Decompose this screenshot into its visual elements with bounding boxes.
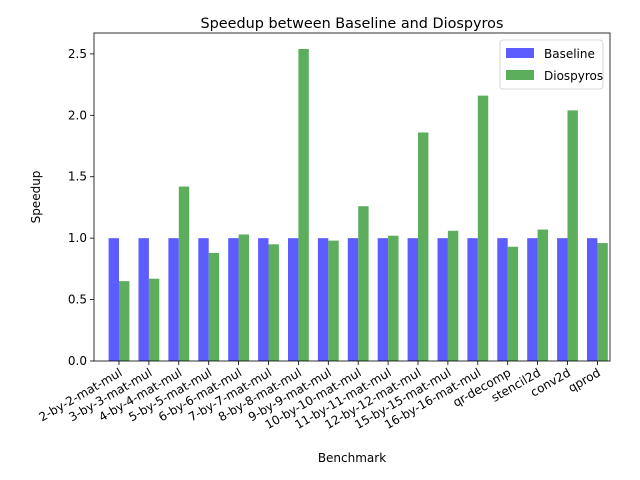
- y-axis-label: Speedup: [29, 171, 43, 224]
- bar-diospyros: [119, 281, 130, 361]
- bar-baseline: [288, 238, 299, 361]
- legend-swatch-baseline: [506, 48, 534, 58]
- bar-baseline: [557, 238, 568, 361]
- y-tick-label: 2.5: [68, 47, 87, 61]
- bar-diospyros: [298, 48, 309, 361]
- bar-baseline: [228, 238, 239, 361]
- bar-baseline: [497, 238, 508, 361]
- bar-diospyros: [477, 95, 489, 362]
- bar-baseline: [407, 238, 418, 361]
- legend-label-diospyros: Diospyros: [544, 69, 603, 83]
- plot-frame: [93, 32, 611, 362]
- bar-diospyros: [447, 230, 459, 361]
- bar-baseline: [138, 238, 149, 361]
- bar-baseline: [198, 238, 209, 361]
- legend: Baseline Diospyros: [499, 39, 604, 90]
- bar-diospyros: [208, 252, 220, 361]
- bar-diospyros: [567, 110, 578, 361]
- legend-label-baseline: Baseline: [544, 47, 595, 61]
- bar-diospyros: [418, 132, 429, 361]
- bar-baseline: [108, 238, 119, 361]
- bars-group: [108, 48, 608, 362]
- x-tick-label: qprod: [566, 365, 603, 395]
- bar-baseline: [258, 238, 269, 361]
- bar-diospyros: [597, 243, 608, 361]
- bar-baseline: [168, 238, 179, 361]
- bar-baseline: [347, 238, 359, 361]
- bar-diospyros: [148, 278, 160, 361]
- bar-baseline: [437, 238, 448, 361]
- bar-baseline: [527, 238, 538, 361]
- bar-diospyros: [388, 235, 399, 361]
- x-axis-label: Benchmark: [318, 451, 386, 465]
- y-tick-label: 0.5: [68, 293, 87, 307]
- legend-swatch-diospyros: [506, 70, 534, 80]
- bar-diospyros: [178, 186, 190, 361]
- bar-diospyros: [328, 240, 339, 361]
- bar-diospyros: [268, 244, 279, 361]
- chart-title: Speedup between Baseline and Diospyros: [201, 16, 504, 32]
- bar-baseline: [587, 238, 598, 361]
- y-tick-label: 2.0: [68, 108, 87, 122]
- x-axis: 2-by-2-mat-mul3-by-3-mat-mul4-by-4-mat-m…: [37, 361, 603, 432]
- bar-baseline: [467, 238, 478, 361]
- y-tick-label: 0.0: [68, 354, 87, 368]
- bar-baseline: [317, 238, 329, 361]
- bar-baseline: [377, 238, 389, 361]
- bar-diospyros: [358, 206, 369, 361]
- y-tick-label: 1.0: [68, 231, 87, 245]
- y-tick-label: 1.5: [68, 170, 87, 184]
- y-axis: 0.0 0.5 1.0 1.5 2.0 2.5: [68, 47, 94, 368]
- bar-diospyros: [537, 229, 548, 361]
- bar-diospyros: [507, 246, 519, 361]
- bar-diospyros: [238, 234, 249, 361]
